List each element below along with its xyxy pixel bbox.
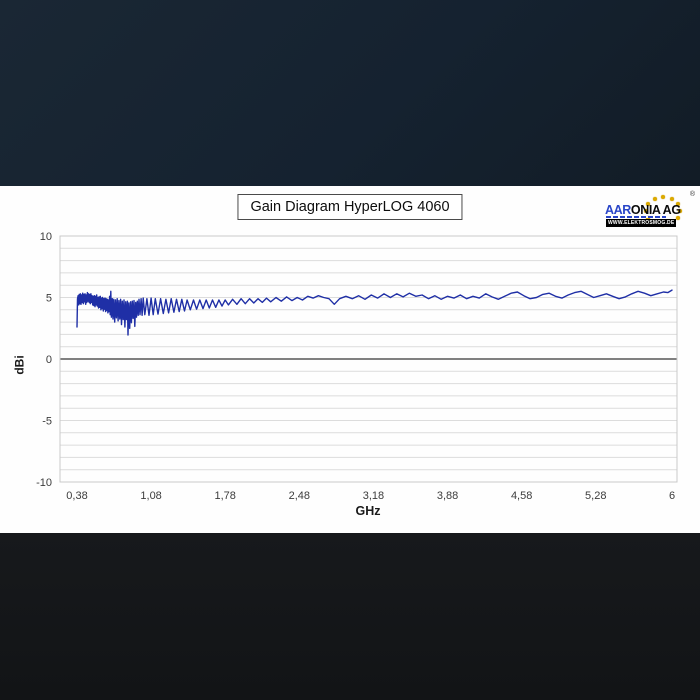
x-tick-label: 6 xyxy=(669,490,675,502)
logo-wordmark-black: ONIA AG xyxy=(630,203,681,217)
y-tick-label: -5 xyxy=(42,416,52,428)
logo-website: WWW.ELEKTROSMOG.DE xyxy=(606,219,677,227)
dark-backdrop-bottom xyxy=(0,533,700,700)
aaronia-logo: ® AARONIA AG WWW.ELEKTROSMOG.DE xyxy=(603,191,695,231)
plot-border xyxy=(59,235,678,483)
logo-star-icon xyxy=(646,202,651,206)
registered-trademark-icon: ® xyxy=(689,191,695,198)
y-tick-label: 10 xyxy=(40,231,52,243)
logo-underline xyxy=(606,216,666,218)
logo-star-icon xyxy=(652,196,657,201)
x-tick-label: 5,28 xyxy=(585,490,606,502)
chart-sheet: Gain Diagram HyperLOG 4060 ® AARONIA AG … xyxy=(0,186,700,533)
gain-line-chart: 10 5 0 -5 -10 0,38 1,08 1,78 2,48 3,18 3,88 4,58 5,2… xyxy=(36,231,678,502)
x-tick-label: 2,48 xyxy=(289,490,310,502)
y-tick-label: -10 xyxy=(36,477,52,489)
logo-star-icon xyxy=(644,209,648,213)
logo-star-icon xyxy=(661,195,665,199)
x-tick-label: 3,88 xyxy=(437,490,458,502)
logo-star-icon xyxy=(675,202,680,206)
y-axis-title: dBi xyxy=(12,355,27,375)
logo-star-icon xyxy=(646,216,651,220)
logo-wordmark: AARONIA AG xyxy=(605,203,681,217)
dark-backdrop-top xyxy=(0,0,700,186)
x-tick-label: 4,58 xyxy=(511,490,532,502)
x-tick-label: 1,08 xyxy=(140,490,161,502)
x-tick-label: 1,78 xyxy=(215,490,236,502)
chart-title: Gain Diagram HyperLOG 4060 xyxy=(237,194,463,220)
logo-star-icon xyxy=(669,196,674,201)
x-tick-label: 0,38 xyxy=(66,490,87,502)
x-tick-label: 3,18 xyxy=(363,490,384,502)
logo-wordmark-blue: AAR xyxy=(605,203,631,217)
logo-star-icon xyxy=(675,216,680,220)
x-axis-title: GHz xyxy=(355,504,381,518)
y-tick-label: 0 xyxy=(46,354,52,366)
gain-series-line xyxy=(76,289,673,336)
logo-star-icon xyxy=(678,209,682,213)
y-tick-label: 5 xyxy=(46,293,52,305)
